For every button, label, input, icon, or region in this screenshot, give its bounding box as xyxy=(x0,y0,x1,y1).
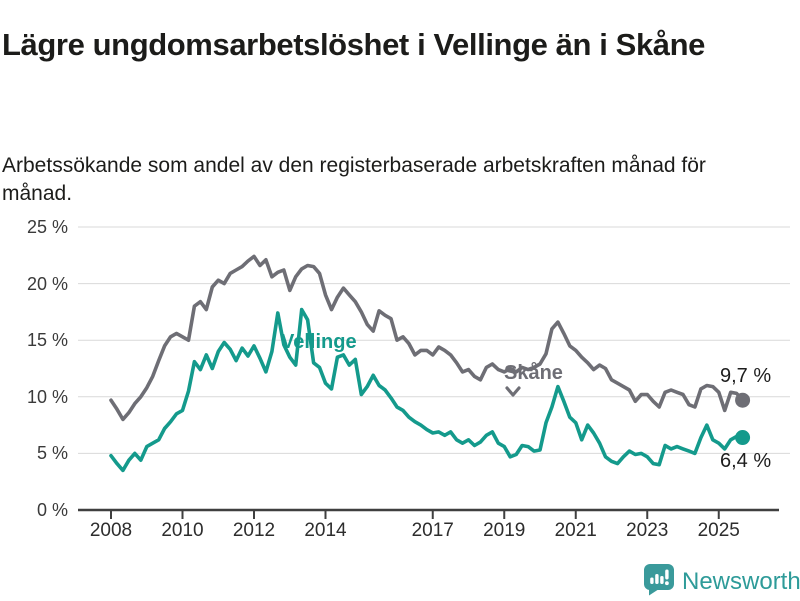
vellinge-series-label: Vellinge xyxy=(281,331,357,353)
y-axis-label: 25 % xyxy=(26,217,68,237)
x-axis-label: 2010 xyxy=(161,520,204,541)
x-axis-label: 2008 xyxy=(89,520,133,541)
y-axis-label: 5 % xyxy=(36,443,68,464)
vellinge-end-value-label: 6,4 % xyxy=(720,450,772,472)
series-end-dot-vellinge xyxy=(735,430,751,446)
newsworthy-logo: Newsworthy xyxy=(642,563,800,601)
series-line-skåne xyxy=(109,254,745,422)
y-axis-label: 15 % xyxy=(26,330,68,351)
y-axis-label: 0 % xyxy=(36,500,68,520)
x-axis-label: 2014 xyxy=(304,520,347,541)
skane-series-label: Skåne xyxy=(504,362,563,384)
skane-arrow-down-icon xyxy=(505,385,521,397)
page-title: Lägre ungdomsarbetslöshet i Vellinge än … xyxy=(2,26,706,62)
newsworthy-brand-text: Newsworthy xyxy=(682,568,800,595)
series-line-vellinge xyxy=(109,307,745,473)
y-axis-label: 10 % xyxy=(26,386,68,407)
x-axis-label: 2023 xyxy=(626,520,669,541)
x-axis-label: 2025 xyxy=(697,520,740,541)
x-axis-label: 2021 xyxy=(554,520,597,541)
newsworthy-bubble-chart-icon xyxy=(642,563,675,601)
skane-end-value-label: 9,7 % xyxy=(720,365,772,387)
y-axis-label: 20 % xyxy=(26,273,68,294)
series-end-dot-skåne xyxy=(735,392,751,408)
x-axis-label: 2019 xyxy=(483,520,526,541)
x-axis-label: 2012 xyxy=(232,520,276,541)
page-subtitle: Arbetssökande som andel av den registerb… xyxy=(2,154,706,205)
x-axis-label: 2017 xyxy=(411,520,454,541)
